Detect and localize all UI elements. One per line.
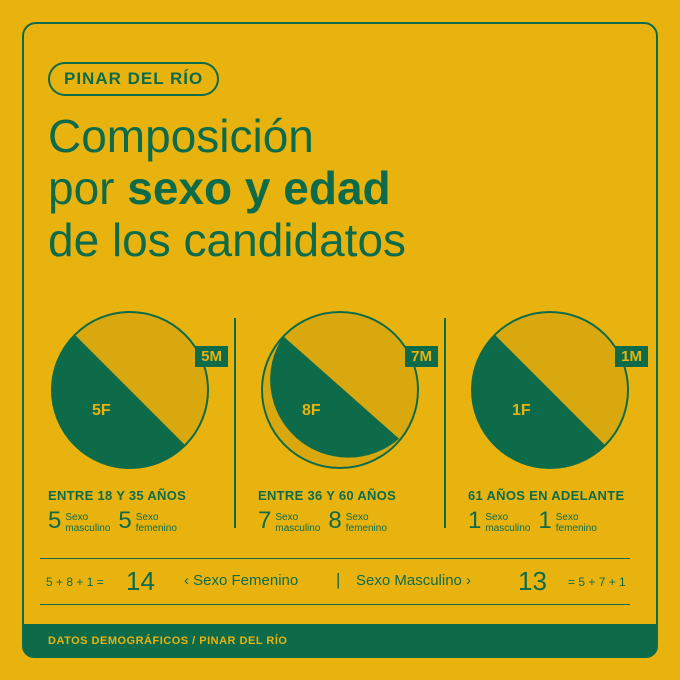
title-line-2-pre: por (48, 162, 128, 214)
page-title: Composición por sexo y edad de los candi… (48, 110, 648, 266)
female-count-label: Sexo femenino (345, 512, 387, 534)
female-count: 8 (328, 507, 342, 534)
male-total-label: Sexo Masculino › (356, 572, 472, 589)
pie-female-slice (471, 334, 606, 469)
age-range-label: ENTRE 18 Y 35 AÑOS (48, 488, 187, 503)
male-formula: = 5 + 7 + 1 (568, 575, 626, 589)
female-label: 5F (92, 402, 111, 419)
column-divider (444, 318, 446, 528)
totals-divider: | (336, 570, 341, 589)
female-count-label: Sexo femenino (135, 512, 177, 534)
male-badge: 7M (405, 346, 438, 367)
pie-female-slice (51, 334, 186, 469)
title-line-3: de los candidatos (48, 214, 407, 266)
female-formula: 5 + 8 + 1 = (46, 575, 104, 589)
totals-top-rule (40, 558, 630, 559)
male-total: 13 (518, 566, 547, 596)
female-count-label: Sexo femenino (555, 512, 597, 534)
footer-bar: DATOS DEMOGRÁFICOS / PINAR DEL RÍO (22, 624, 658, 658)
female-total: 14 (126, 566, 155, 596)
column-divider (234, 318, 236, 528)
age-group-61-plus: 1M 1F 61 AÑOS EN ADELANTE 1 Sexo masculin… (460, 310, 660, 534)
male-count-label: Sexo masculino (485, 512, 531, 534)
totals-row: 5 + 8 + 1 = 14 ‹ Sexo Femenino | Sexo Ma… (40, 566, 640, 600)
pie-chart-61-plus (471, 311, 629, 469)
male-count-label: Sexo masculino (275, 512, 321, 534)
group-counts: 1 Sexo masculino 1 Sexo femenino (468, 507, 605, 535)
male-badge: 1M (615, 346, 648, 367)
male-count-label: Sexo masculino (65, 512, 111, 534)
group-counts: 5 Sexo masculino 5 Sexo femenino (48, 507, 185, 535)
title-line-1: Composición (48, 110, 314, 162)
age-group-18-35: 5M 5F ENTRE 18 Y 35 AÑOS 5 Sexo masculino… (40, 310, 240, 534)
female-total-label: ‹ Sexo Femenino (184, 572, 299, 589)
pie-chart-36-60 (261, 311, 419, 469)
female-label: 1F (512, 402, 531, 419)
age-range-label: ENTRE 36 Y 60 AÑOS (258, 488, 397, 503)
female-label: 8F (302, 402, 321, 419)
male-badge: 5M (195, 346, 228, 367)
male-count: 7 (258, 507, 272, 534)
male-count: 5 (48, 507, 62, 534)
region-tag: PINAR DEL RÍO (48, 62, 220, 96)
title-line-2-bold: sexo y edad (127, 162, 391, 214)
totals-bottom-rule (40, 604, 630, 605)
female-count: 5 (118, 507, 132, 534)
pie-chart-18-35 (51, 311, 209, 469)
pie-female-slice (270, 336, 400, 458)
group-counts: 7 Sexo masculino 8 Sexo femenino (258, 507, 395, 535)
age-group-36-60: 7M 8F ENTRE 36 Y 60 AÑOS 7 Sexo masculino… (250, 310, 450, 534)
female-count: 1 (538, 507, 552, 534)
age-range-label: 61 AÑOS EN ADELANTE (468, 488, 625, 503)
male-count: 1 (468, 507, 482, 534)
